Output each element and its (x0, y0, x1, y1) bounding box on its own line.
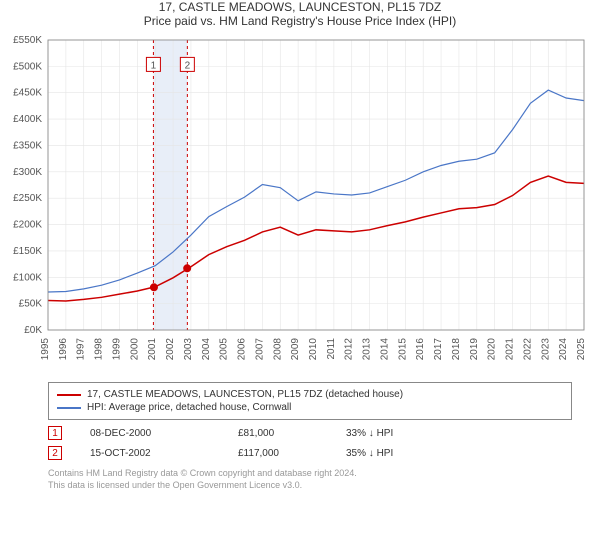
chart-title: 17, CASTLE MEADOWS, LAUNCESTON, PL15 7DZ (0, 0, 600, 14)
legend-row: 17, CASTLE MEADOWS, LAUNCESTON, PL15 7DZ… (57, 389, 563, 400)
svg-text:2005: 2005 (219, 338, 230, 361)
svg-text:2021: 2021 (505, 338, 516, 361)
svg-text:2: 2 (185, 60, 191, 71)
sale-pct: 33% ↓ HPI (346, 428, 446, 439)
svg-text:2020: 2020 (487, 338, 498, 361)
svg-text:2016: 2016 (415, 338, 426, 361)
svg-text:1997: 1997 (76, 338, 87, 361)
attribution-line: Contains HM Land Registry data © Crown c… (48, 468, 600, 480)
svg-text:2009: 2009 (290, 338, 301, 361)
svg-text:2002: 2002 (165, 338, 176, 361)
svg-text:£50K: £50K (19, 299, 43, 310)
sale-date: 08-DEC-2000 (90, 428, 210, 439)
svg-text:2018: 2018 (451, 338, 462, 361)
sale-badge-2: 2 (48, 446, 62, 460)
svg-text:2006: 2006 (237, 338, 248, 361)
svg-text:2019: 2019 (469, 338, 480, 361)
legend-swatch-1 (57, 407, 81, 409)
svg-text:2012: 2012 (344, 338, 355, 361)
svg-text:1998: 1998 (94, 338, 105, 361)
svg-text:2011: 2011 (326, 338, 337, 360)
chart-svg: £0K £50K £100K £150K £200K £250K £300K £350K £40… (0, 34, 600, 374)
svg-text:£250K: £250K (13, 193, 42, 204)
svg-text:2014: 2014 (379, 338, 390, 361)
svg-text:2007: 2007 (254, 338, 265, 361)
svg-text:2001: 2001 (147, 338, 158, 361)
legend-swatch-0 (57, 394, 81, 396)
svg-text:£300K: £300K (13, 167, 42, 178)
legend-label: HPI: Average price, detached house, Corn… (87, 402, 291, 413)
svg-text:£350K: £350K (13, 140, 42, 151)
svg-text:1999: 1999 (111, 338, 122, 361)
svg-text:2023: 2023 (540, 338, 551, 361)
svg-text:2017: 2017 (433, 338, 444, 361)
svg-text:2025: 2025 (576, 338, 587, 361)
attribution: Contains HM Land Registry data © Crown c… (48, 468, 600, 491)
sale-price: £117,000 (238, 448, 318, 459)
svg-text:£150K: £150K (13, 246, 42, 257)
svg-text:2024: 2024 (558, 338, 569, 361)
svg-text:£100K: £100K (13, 272, 42, 283)
svg-text:£500K: £500K (13, 61, 42, 72)
svg-text:2000: 2000 (129, 338, 140, 361)
svg-text:2013: 2013 (362, 338, 373, 361)
svg-text:1995: 1995 (40, 338, 51, 361)
chart-container: 17, CASTLE MEADOWS, LAUNCESTON, PL15 7DZ… (0, 0, 600, 560)
svg-text:2022: 2022 (522, 338, 533, 361)
sale-badge-1: 1 (48, 426, 62, 440)
sale-marker-row: 2 15-OCT-2002 £117,000 35% ↓ HPI (48, 446, 600, 460)
svg-text:2008: 2008 (272, 338, 283, 361)
sale-date: 15-OCT-2002 (90, 448, 210, 459)
svg-text:1996: 1996 (58, 338, 69, 361)
attribution-line: This data is licensed under the Open Gov… (48, 480, 600, 492)
sale-marker-row: 1 08-DEC-2000 £81,000 33% ↓ HPI (48, 426, 600, 440)
sale-price: £81,000 (238, 428, 318, 439)
svg-text:2003: 2003 (183, 338, 194, 361)
svg-text:£400K: £400K (13, 114, 42, 125)
svg-text:£550K: £550K (13, 35, 42, 46)
legend: 17, CASTLE MEADOWS, LAUNCESTON, PL15 7DZ… (48, 382, 572, 420)
svg-text:2010: 2010 (308, 338, 319, 361)
svg-text:£450K: £450K (13, 88, 42, 99)
legend-label: 17, CASTLE MEADOWS, LAUNCESTON, PL15 7DZ… (87, 389, 403, 400)
svg-text:2015: 2015 (397, 338, 408, 361)
chart-subtitle: Price paid vs. HM Land Registry's House … (0, 14, 600, 28)
svg-text:1: 1 (151, 60, 157, 71)
svg-text:£0K: £0K (24, 325, 42, 336)
svg-text:£200K: £200K (13, 220, 42, 231)
chart-plot-area: £0K £50K £100K £150K £200K £250K £300K £350K £40… (0, 34, 600, 374)
svg-text:2004: 2004 (201, 338, 212, 361)
sale-pct: 35% ↓ HPI (346, 448, 446, 459)
legend-row: HPI: Average price, detached house, Corn… (57, 402, 563, 413)
